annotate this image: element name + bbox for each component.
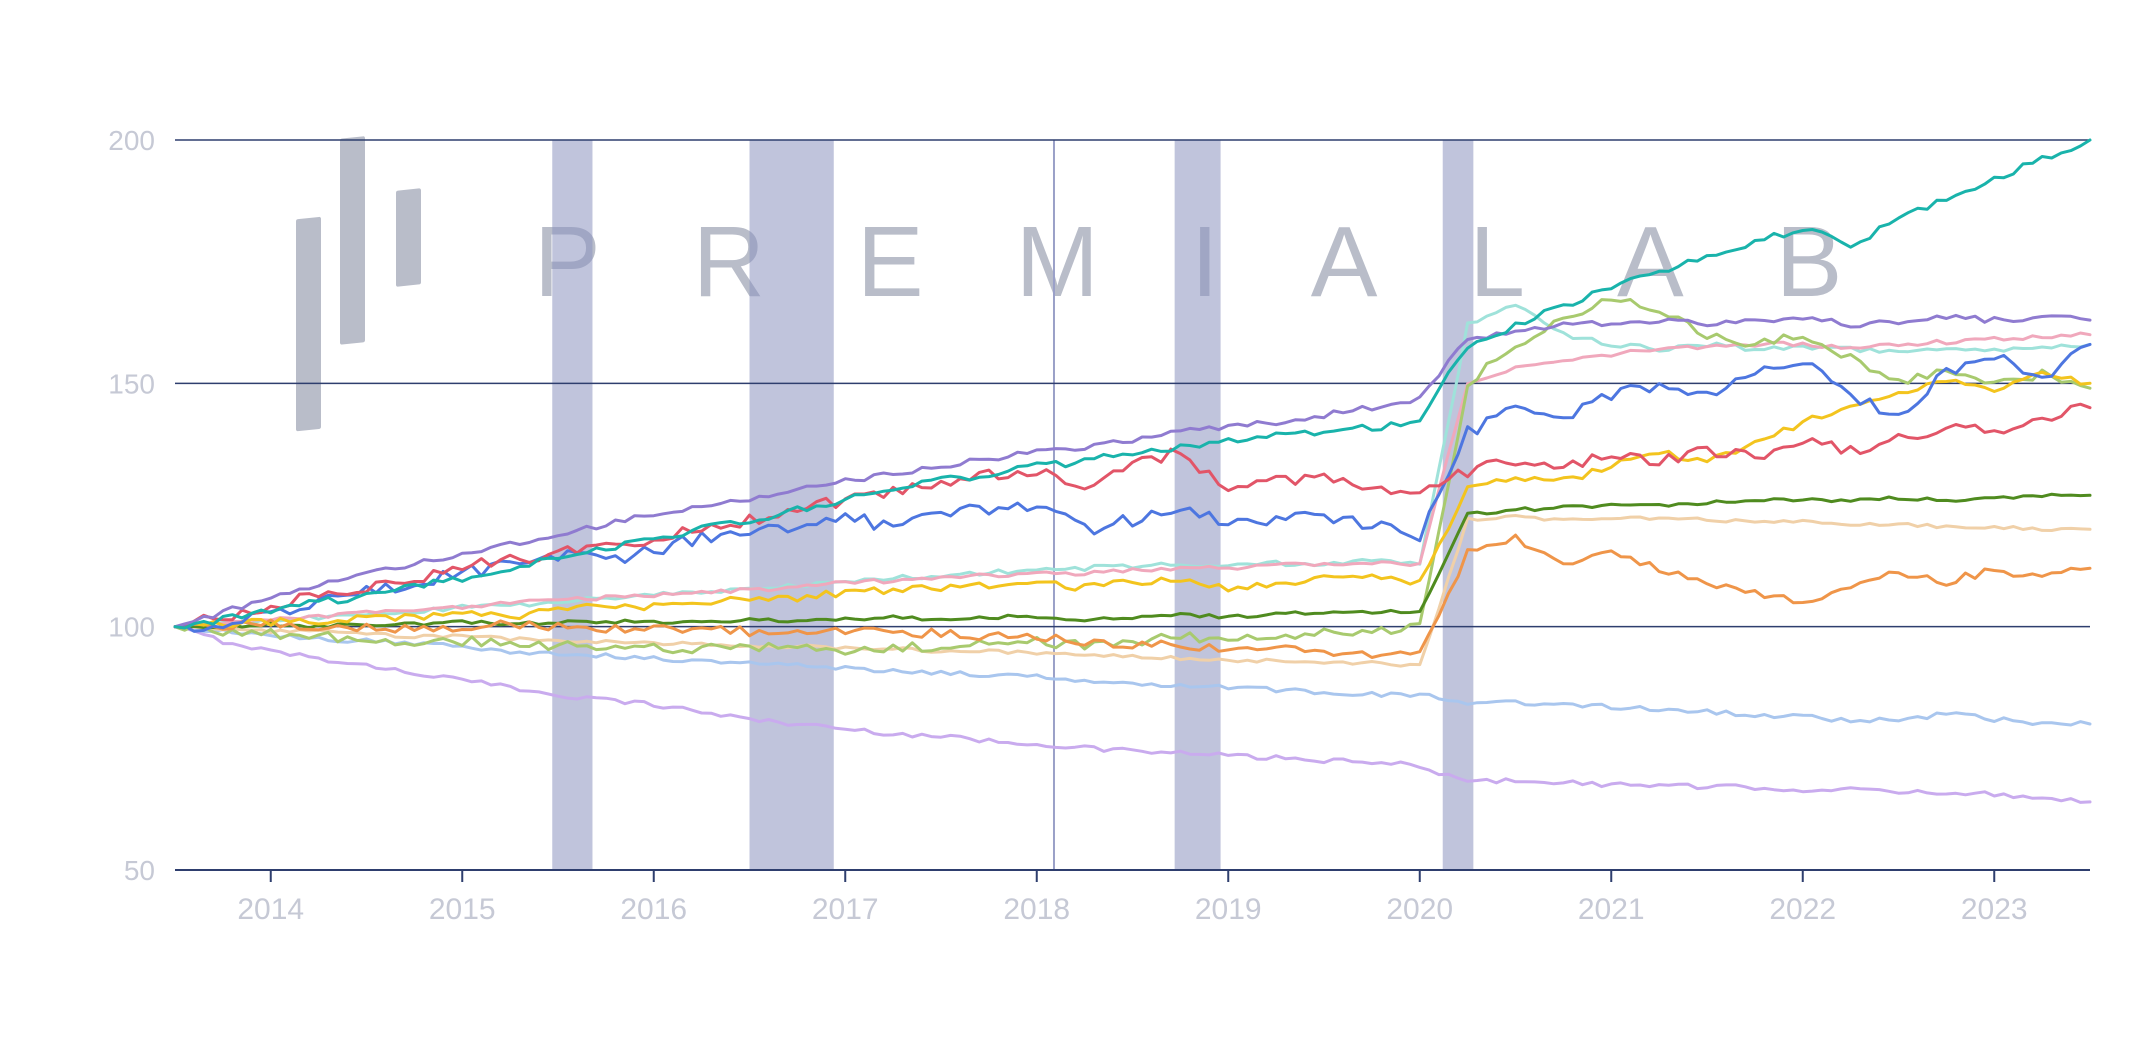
x-tick-label-2022: 2022 <box>1769 893 1836 926</box>
series-line-purple <box>173 313 2092 629</box>
x-tick-label-2023: 2023 <box>1961 893 2028 926</box>
series-line-crimson <box>173 402 2092 630</box>
x-tick-label-2018: 2018 <box>1003 893 1070 926</box>
y-tick-label-100: 100 <box>108 612 155 643</box>
series-line-wheat <box>173 514 2092 668</box>
event-band-2 <box>1174 140 1221 870</box>
series-line-lightblue <box>173 624 2092 727</box>
x-tick-label-2016: 2016 <box>620 893 687 926</box>
series-line-yellowgreen <box>173 298 2092 656</box>
x-tick-label-2015: 2015 <box>429 893 496 926</box>
y-tick-label-50: 50 <box>124 855 155 886</box>
series-line-lavender <box>173 625 2092 804</box>
series-line-teal <box>173 138 2092 630</box>
x-tick-label-2020: 2020 <box>1386 893 1453 926</box>
x-tick-label-2021: 2021 <box>1578 893 1645 926</box>
series-line-gold <box>173 370 2092 630</box>
series-line-orange <box>173 533 2092 659</box>
x-tick-label-2019: 2019 <box>1195 893 1262 926</box>
x-tick-label-2014: 2014 <box>237 893 304 926</box>
series-line-paleturquoise <box>173 303 2092 629</box>
event-band-0 <box>552 140 593 870</box>
y-tick-label-200: 200 <box>108 125 155 156</box>
series-line-blue <box>173 342 2092 633</box>
y-tick-label-150: 150 <box>108 368 155 399</box>
x-tick-label-2017: 2017 <box>812 893 879 926</box>
